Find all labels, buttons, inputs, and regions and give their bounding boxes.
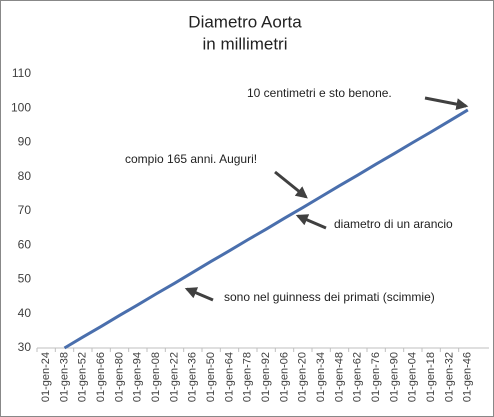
x-tick-label: 01-gen-32 bbox=[443, 352, 455, 402]
y-tick-label: 60 bbox=[18, 237, 32, 251]
x-tick-label: 01-gen-38 bbox=[58, 352, 70, 402]
x-tick-label: 01-gen-06 bbox=[278, 352, 290, 402]
arrow bbox=[424, 96, 469, 111]
y-tick-label: 110 bbox=[12, 66, 31, 80]
y-tick-label: 40 bbox=[18, 306, 32, 320]
chart-title: Diametro Aorta bbox=[188, 12, 302, 31]
x-tick-label: 01-gen-08 bbox=[150, 352, 162, 402]
y-tick-label: 90 bbox=[18, 135, 32, 149]
x-tick-label: 01-gen-20 bbox=[297, 352, 309, 402]
x-tick-label: 01-gen-94 bbox=[132, 352, 144, 402]
arrows bbox=[184, 96, 469, 302]
x-tick-label: 01-gen-78 bbox=[242, 352, 254, 402]
x-tick-label: 01-gen-52 bbox=[77, 352, 89, 402]
annotation: compio 165 anni. Auguri! bbox=[125, 152, 257, 166]
x-tick-label: 01-gen-34 bbox=[315, 352, 327, 402]
x-tick-label: 01-gen-24 bbox=[40, 352, 52, 402]
x-tick-label: 01-gen-92 bbox=[260, 352, 272, 402]
x-tick-label: 01-gen-64 bbox=[223, 352, 235, 402]
x-tick-label: 01-gen-76 bbox=[370, 352, 382, 402]
x-tick-label: 01-gen-80 bbox=[113, 352, 125, 402]
y-tick-label: 100 bbox=[11, 100, 31, 114]
arrow bbox=[184, 287, 214, 302]
annotation: sono nel guinness dei primati (scimmie) bbox=[224, 290, 435, 304]
x-tick-label: 01-gen-36 bbox=[187, 352, 199, 402]
arrow bbox=[295, 214, 327, 230]
data-line bbox=[63, 108, 469, 350]
x-tick-label: 01-gen-04 bbox=[407, 352, 419, 402]
y-tick-label: 70 bbox=[18, 203, 32, 217]
x-tick-label: 01-gen-90 bbox=[388, 352, 400, 402]
arrow bbox=[274, 170, 308, 199]
x-tick-label: 01-gen-46 bbox=[462, 352, 474, 402]
annotation: diametro di un arancio bbox=[334, 217, 453, 231]
x-tick-label: 01-gen-18 bbox=[425, 352, 437, 402]
x-tick-label: 01-gen-66 bbox=[95, 352, 107, 402]
y-tick-label: 80 bbox=[18, 169, 32, 183]
x-tick-label: 01-gen-48 bbox=[333, 352, 345, 402]
y-tick-label: 30 bbox=[18, 340, 32, 354]
annotation: 10 centimetri e sto benone. bbox=[247, 86, 392, 100]
x-tick-label: 01-gen-22 bbox=[168, 352, 180, 402]
chart-title: in millimetri bbox=[203, 34, 288, 53]
x-tick-label: 01-gen-50 bbox=[205, 352, 217, 402]
y-tick-label: 50 bbox=[18, 272, 32, 286]
x-tick-label: 01-gen-62 bbox=[352, 352, 364, 402]
